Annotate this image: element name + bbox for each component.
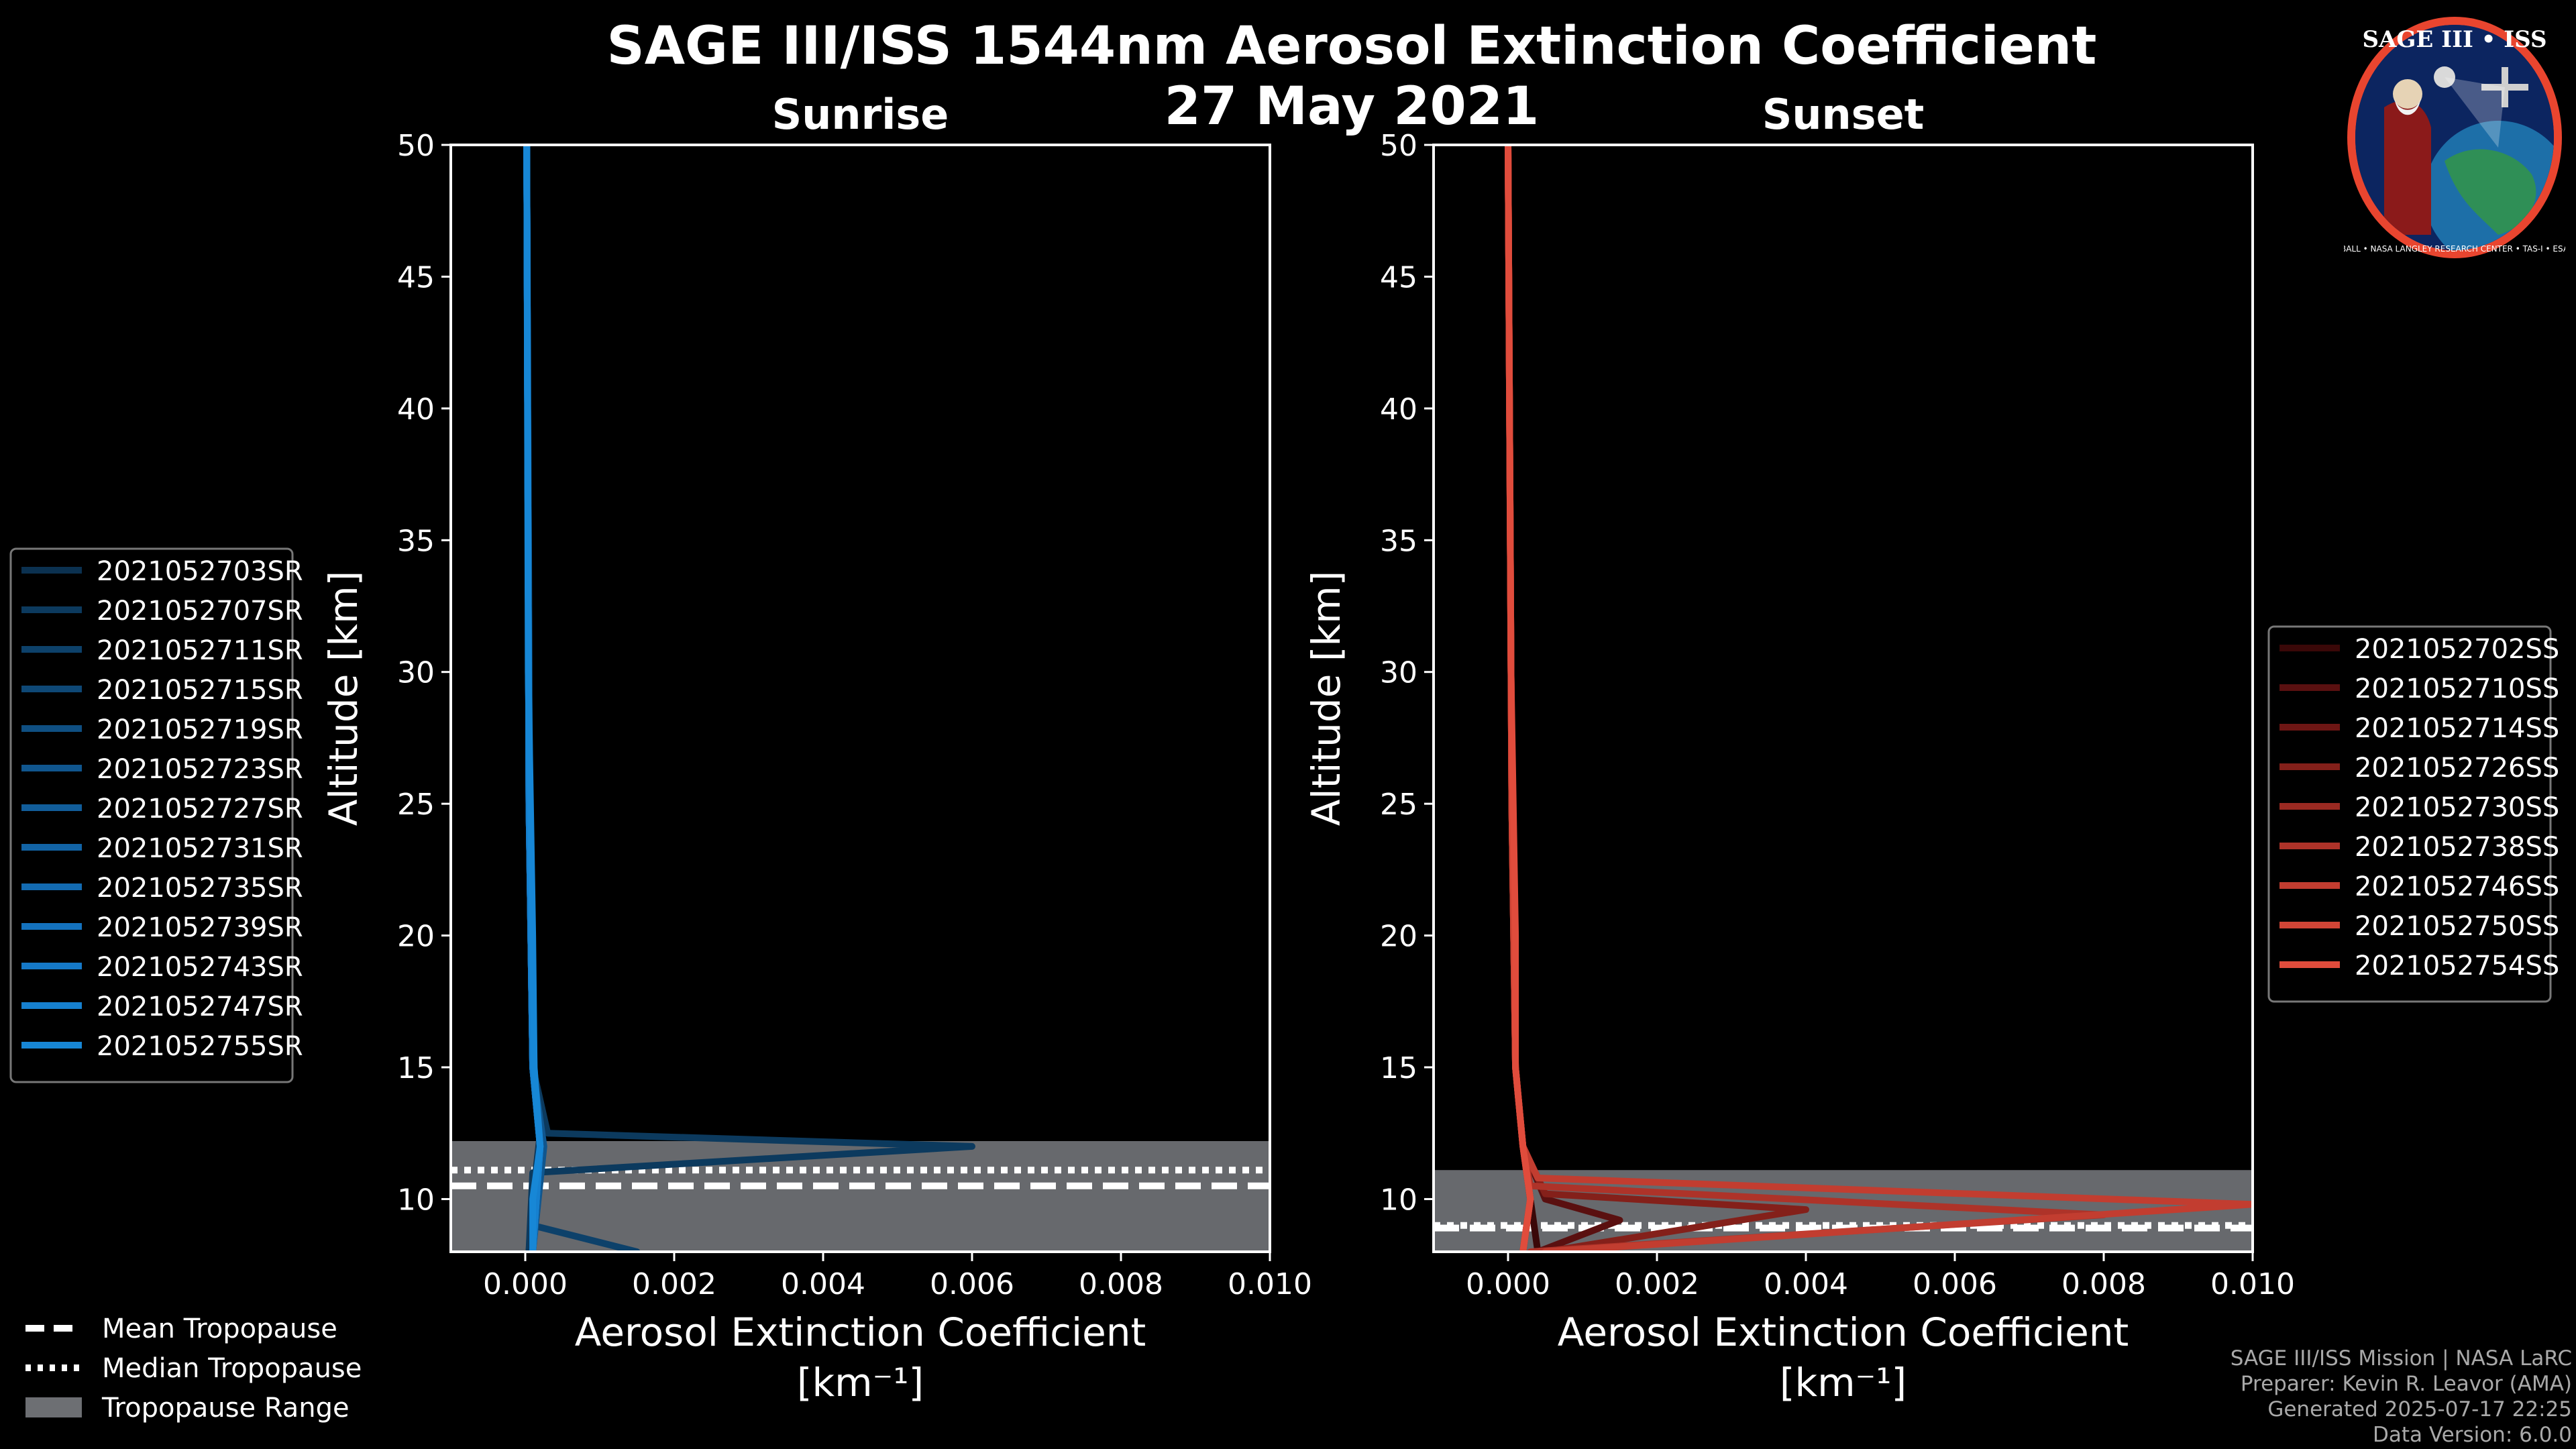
y-tick-label: 35 [1380, 524, 1417, 558]
plot-area [451, 145, 1270, 1252]
panel-title: Sunset [1762, 90, 1925, 139]
legend-label: 2021052710SS [2355, 674, 2559, 704]
legend-label: 2021052711SR [97, 635, 303, 666]
legend-label: 2021052735SR [97, 873, 303, 904]
credits: SAGE III/ISS Mission | NASA LaRC Prepare… [2231, 1346, 2572, 1448]
y-tick-label: 35 [397, 524, 435, 558]
x-tick-label: 0.006 [930, 1267, 1014, 1301]
legend-frame [9, 547, 294, 1083]
legend-label: 2021052747SR [97, 991, 303, 1022]
y-tick-label: 30 [397, 656, 435, 690]
credit-line: Data Version: 6.0.0 [2372, 1423, 2572, 1447]
legend-swatch-range [25, 1397, 82, 1417]
y-tick-label: 20 [1380, 920, 1417, 954]
legend-label: 2021052723SR [97, 754, 303, 785]
x-tick-label: 0.004 [781, 1267, 865, 1301]
x-axis-unit: [km⁻¹] [1780, 1360, 1907, 1405]
sage-iii-iss-logo: SAGE III • ISS BALL • NASA LANGLEY RESEA… [2344, 17, 2565, 258]
y-tick-label: 15 [397, 1051, 435, 1085]
panel-sunrise: Sunrise 0.000 0.002 0.004 0.006 0.008 0.010 10 1… [321, 90, 1312, 1405]
x-tick-label: 0.002 [1615, 1267, 1699, 1301]
y-tick-label: 25 [1380, 788, 1417, 822]
y-tick-label: 45 [397, 260, 435, 294]
credit-line: Generated 2025-07-17 22:25 [2267, 1397, 2572, 1421]
series-line-2021052726SS [1505, 145, 1809, 1252]
y-tick-label: 20 [397, 920, 435, 954]
legend-sunrise: 2021052703SR 2021052707SR 2021052711SR 2021… [9, 547, 303, 1083]
legend-label: 2021052746SS [2355, 871, 2559, 902]
x-tick-label: 0.004 [1764, 1267, 1848, 1301]
legend-label: 2021052730SS [2355, 792, 2559, 823]
legend-label: 2021052719SR [97, 714, 303, 745]
legend-tropopause: Mean Tropopause Median Tropopause Tropopau… [25, 1313, 362, 1424]
y-tick-label: 40 [1380, 392, 1417, 427]
legend-label: 2021052714SS [2355, 713, 2559, 744]
series-line-2021052711SR [523, 145, 641, 1252]
legend-label: 2021052715SR [97, 675, 303, 706]
credit-line: SAGE III/ISS Mission | NASA LaRC [2230, 1346, 2572, 1371]
x-tick-label: 0.000 [1466, 1267, 1550, 1301]
legend-label: 2021052703SR [97, 556, 303, 587]
series-line-2021052710SS [1505, 145, 1623, 1252]
y-tick-label: 50 [397, 129, 435, 163]
legend-label: 2021052707SR [97, 596, 303, 627]
legend-label: 2021052755SR [97, 1031, 303, 1062]
y-tick-label: 40 [397, 392, 435, 427]
legend-label: 2021052702SS [2355, 634, 2559, 665]
legend-label: 2021052727SR [97, 794, 303, 824]
y-axis-label: Altitude [km] [321, 571, 366, 826]
series-line-2021052738SS [1505, 145, 2107, 1252]
x-axis-label: Aerosol Extinction Coefficient [575, 1309, 1146, 1355]
y-tick-label: 10 [397, 1183, 435, 1217]
legend-label: 2021052754SS [2355, 951, 2559, 981]
tropopause-range-band [451, 1141, 1270, 1252]
legend-label: Mean Tropopause [102, 1313, 337, 1344]
chart-title: SAGE III/ISS 1544nm Aerosol Extinction C… [607, 16, 2097, 76]
plot-area [1434, 145, 2253, 1252]
y-tick-label: 10 [1380, 1183, 1417, 1217]
legend-label: Tropopause Range [101, 1393, 350, 1424]
y-tick-label: 45 [1380, 260, 1417, 294]
legend-label: 2021052750SS [2355, 911, 2559, 942]
legend-label: 2021052731SR [97, 833, 303, 864]
legend-label: 2021052743SR [97, 952, 303, 983]
series-line-2021052707SR [523, 145, 975, 1252]
plot-frame [449, 144, 1271, 1253]
panel-sunset: Sunset 0.000 0.002 0.004 0.006 0.008 0.010 10 15… [1303, 90, 2295, 1405]
chart-subtitle: 27 May 2021 [1165, 76, 1540, 137]
series-line-2021052755SR [523, 145, 544, 1252]
x-tick-label: 0.010 [1228, 1267, 1312, 1301]
legend-label: 2021052726SS [2355, 753, 2559, 784]
x-tick-label: 0.008 [2061, 1267, 2146, 1301]
legend-label: Median Tropopause [102, 1353, 362, 1384]
legend-sunset: 2021052702SS 2021052710SS 2021052714SS 2021… [2267, 625, 2559, 1003]
plot-frame [1432, 144, 2254, 1253]
logo-top-text: SAGE III • ISS [2362, 26, 2546, 53]
legend-label: 2021052738SS [2355, 832, 2559, 863]
y-tick-label: 50 [1380, 129, 1417, 163]
x-tick-label: 0.008 [1079, 1267, 1163, 1301]
x-axis-label: Aerosol Extinction Coefficient [1558, 1309, 2129, 1355]
legend-label: 2021052739SR [97, 912, 303, 943]
x-tick-label: 0.000 [483, 1267, 568, 1301]
series-line-2021052754SS [1505, 145, 1534, 1252]
x-tick-label: 0.002 [632, 1267, 716, 1301]
y-tick-label: 30 [1380, 656, 1417, 690]
x-axis-unit: [km⁻¹] [797, 1360, 924, 1405]
logo-ring-text: BALL • NASA LANGLEY RESEARCH CENTER • TA… [2344, 244, 2565, 254]
y-axis-label: Altitude [km] [1303, 571, 1349, 826]
credit-line: Preparer: Kevin R. Leavor (AMA) [2240, 1372, 2572, 1396]
x-tick-label: 0.010 [2210, 1267, 2295, 1301]
series-line-2021052746SS [1505, 145, 2253, 1252]
y-tick-label: 15 [1380, 1051, 1417, 1085]
y-tick-label: 25 [397, 788, 435, 822]
panel-title: Sunrise [772, 90, 949, 139]
x-tick-label: 0.006 [1913, 1267, 1997, 1301]
legend-frame [2267, 625, 2552, 1003]
